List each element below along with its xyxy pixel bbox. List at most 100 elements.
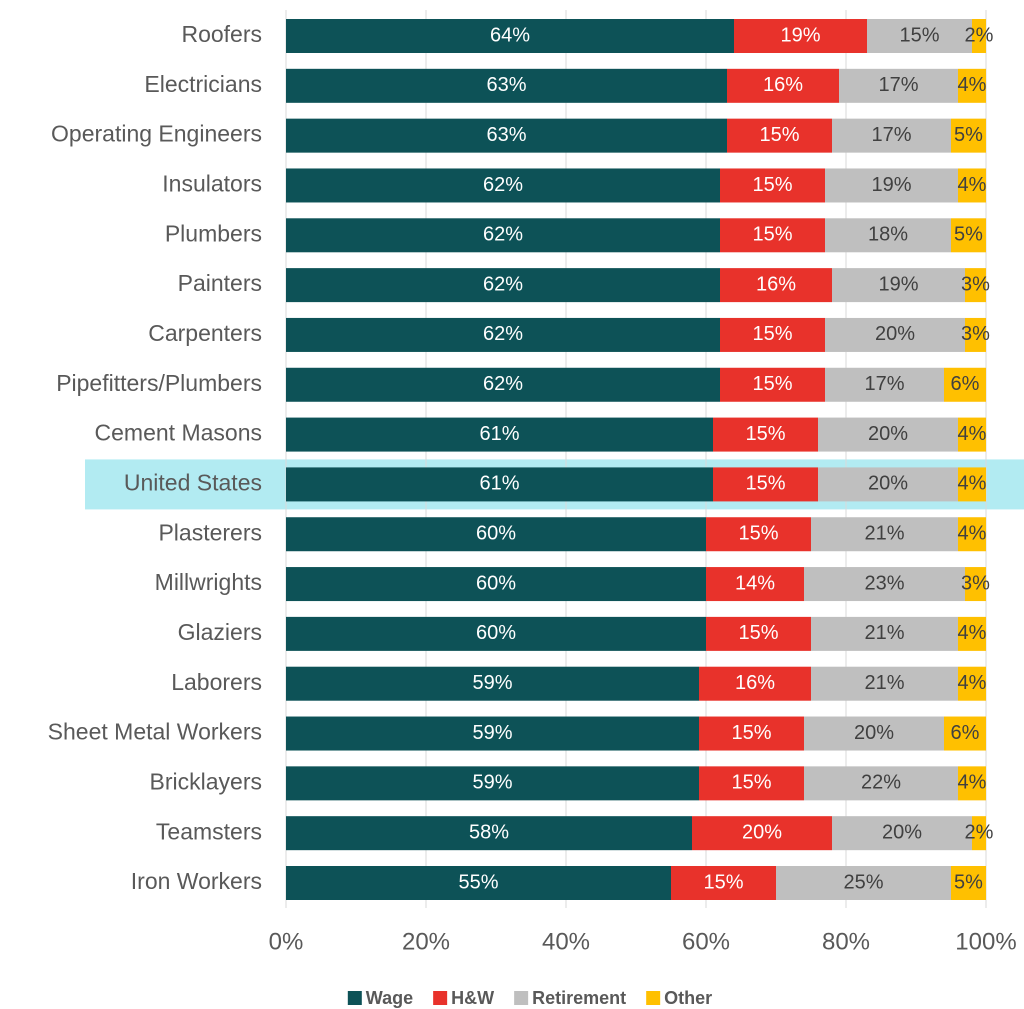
category-label: Cement Masons <box>95 420 262 446</box>
bar-segment <box>286 567 706 602</box>
category-label: Pipefitters/Plumbers <box>56 370 262 396</box>
value-label: 3% <box>961 572 990 594</box>
value-label: 4% <box>958 672 987 694</box>
bar-segment <box>286 268 720 303</box>
value-label: 4% <box>958 74 987 96</box>
value-label: 17% <box>878 74 918 96</box>
bar-segment <box>699 766 804 801</box>
x-tick-label: 60% <box>682 928 730 955</box>
category-label: Bricklayers <box>150 768 262 794</box>
bar-segment <box>965 317 986 352</box>
bar-segment <box>720 168 825 203</box>
category-label: Operating Engineers <box>51 121 262 147</box>
legend-swatch <box>514 991 529 1005</box>
value-label: 15% <box>752 174 792 196</box>
value-label: 16% <box>735 672 775 694</box>
bar-segment <box>720 268 832 303</box>
value-label: 4% <box>958 473 987 495</box>
bar-segment <box>706 616 811 651</box>
bar-segment <box>832 118 951 153</box>
value-label: 20% <box>882 821 922 843</box>
bar-segment <box>713 467 818 502</box>
bar-segment <box>286 866 671 900</box>
legend-label: Wage <box>366 988 413 1008</box>
value-label: 5% <box>954 224 983 246</box>
bar-segment <box>286 19 734 53</box>
value-label: 62% <box>483 273 523 295</box>
value-label: 59% <box>472 722 512 744</box>
category-label: Carpenters <box>148 320 262 346</box>
value-label: 19% <box>871 174 911 196</box>
bar-segment <box>286 417 713 452</box>
value-label: 15% <box>759 124 799 146</box>
bar-segment <box>818 467 958 502</box>
value-label: 20% <box>868 423 908 445</box>
bar-segment <box>832 816 972 851</box>
bar-segment <box>958 168 986 203</box>
value-label: 21% <box>864 622 904 644</box>
bar-segment <box>944 716 986 751</box>
value-label: 63% <box>486 74 526 96</box>
x-tick-label: 100% <box>955 928 1016 955</box>
legend-label: H&W <box>451 988 494 1008</box>
value-label: 15% <box>752 373 792 395</box>
value-label: 4% <box>958 622 987 644</box>
category-label: Sheet Metal Workers <box>48 719 262 745</box>
category-label: Plumbers <box>165 220 262 246</box>
value-label: 16% <box>763 74 803 96</box>
bar-segment <box>958 766 986 801</box>
bar-segment <box>825 168 958 203</box>
bar-segment <box>286 666 699 701</box>
bar-segment <box>958 68 986 103</box>
x-tick-label: 20% <box>402 928 450 955</box>
bar-segment <box>699 716 804 751</box>
value-label: 21% <box>864 523 904 545</box>
value-label: 19% <box>878 273 918 295</box>
value-label: 5% <box>954 871 983 893</box>
bar-segment <box>286 816 692 851</box>
bar-segment <box>706 567 804 602</box>
bar-segment <box>958 417 986 452</box>
value-label: 20% <box>742 821 782 843</box>
x-tick-label: 40% <box>542 928 590 955</box>
value-label: 3% <box>961 273 990 295</box>
value-label: 15% <box>731 722 771 744</box>
value-label: 64% <box>490 24 530 46</box>
value-label: 60% <box>476 523 516 545</box>
value-label: 59% <box>472 772 512 794</box>
bar-segment <box>944 367 986 402</box>
category-label: Roofers <box>181 21 262 47</box>
value-label: 15% <box>738 523 778 545</box>
bar-segment <box>825 367 944 402</box>
value-label: 3% <box>961 323 990 345</box>
value-label: 4% <box>958 423 987 445</box>
value-label: 4% <box>958 174 987 196</box>
bar-segment <box>972 816 986 851</box>
bar-segment <box>286 716 699 751</box>
bar-segment <box>832 268 965 303</box>
bar-segment <box>776 866 951 900</box>
category-label: United States <box>124 469 262 495</box>
value-label: 62% <box>483 224 523 246</box>
value-label: 4% <box>958 523 987 545</box>
bar-segment <box>804 716 944 751</box>
value-label: 15% <box>899 24 939 46</box>
bar-segment <box>811 616 958 651</box>
bar-segment <box>286 467 713 502</box>
bar-segment <box>720 367 825 402</box>
bar-segment <box>811 517 958 552</box>
x-tick-label: 80% <box>822 928 870 955</box>
category-label: Millwrights <box>155 569 262 595</box>
value-label: 15% <box>752 323 792 345</box>
value-label: 15% <box>731 772 771 794</box>
value-label: 15% <box>745 423 785 445</box>
value-label: 61% <box>479 423 519 445</box>
value-label: 60% <box>476 572 516 594</box>
value-label: 20% <box>868 473 908 495</box>
value-label: 62% <box>483 174 523 196</box>
bar-segment <box>804 766 958 801</box>
category-label: Painters <box>178 270 262 296</box>
value-label: 5% <box>954 124 983 146</box>
value-label: 55% <box>458 871 498 893</box>
value-label: 18% <box>868 224 908 246</box>
